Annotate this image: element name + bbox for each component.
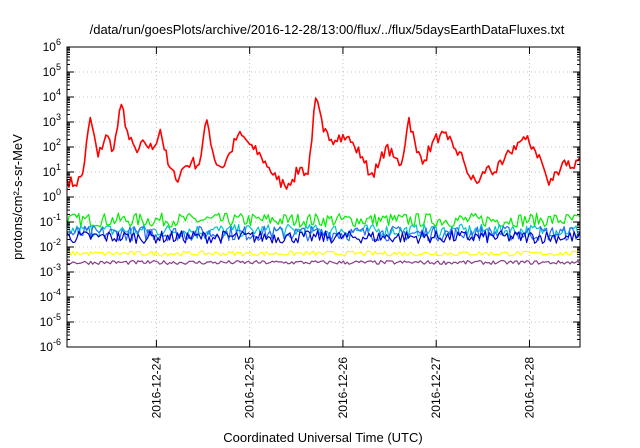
y-axis-label: protons/cm²-s-sr-MeV (10, 134, 25, 260)
y-tick-label: 10-5 (40, 312, 61, 329)
y-tick-label: 100 (43, 187, 61, 204)
y-tick-labels: 10-6 10-5 10-4 10-3 10-2 10-1 100 101 102 103 104 1… (40, 37, 61, 354)
x-tick-label: 2016-12-26 (336, 357, 350, 419)
x-tick-label: 2016-12-28 (522, 357, 536, 419)
y-tick-label: 106 (43, 37, 61, 54)
chart-title: /data/run/goesPlots/archive/2016-12-28/1… (90, 22, 565, 37)
x-tick-labels: 2016-12-24 2016-12-25 2016-12-26 2016-12-27… (149, 357, 536, 419)
series-line-4 (66, 225, 581, 242)
y-tick-label: 10-4 (40, 287, 61, 304)
y-tick-label: 10-1 (40, 212, 61, 229)
y-tick-label: 10-2 (40, 237, 61, 254)
x-tick-label: 2016-12-24 (149, 357, 163, 419)
y-tick-label: 10-3 (40, 262, 61, 279)
plot-frame (66, 46, 581, 348)
series-line-5 (66, 230, 581, 244)
y-tick-label: 101 (43, 162, 61, 179)
y-tick-label: 103 (43, 112, 61, 129)
y-tick-label: 10-6 (40, 337, 61, 354)
series-line-6 (66, 250, 581, 257)
x-axis-label: Coordinated Universal Time (UTC) (223, 430, 422, 445)
grid-lines (67, 47, 580, 347)
y-tick-label: 102 (43, 137, 61, 154)
x-tick-label: 2016-12-25 (243, 357, 257, 419)
series-line-1 (66, 97, 581, 190)
series-line-2 (66, 212, 581, 228)
x-tick-label: 2016-12-27 (429, 357, 443, 419)
series-line-7 (66, 259, 581, 266)
y-tick-label: 104 (43, 87, 61, 104)
series-layer (66, 97, 581, 266)
y-tick-label: 105 (43, 62, 61, 79)
